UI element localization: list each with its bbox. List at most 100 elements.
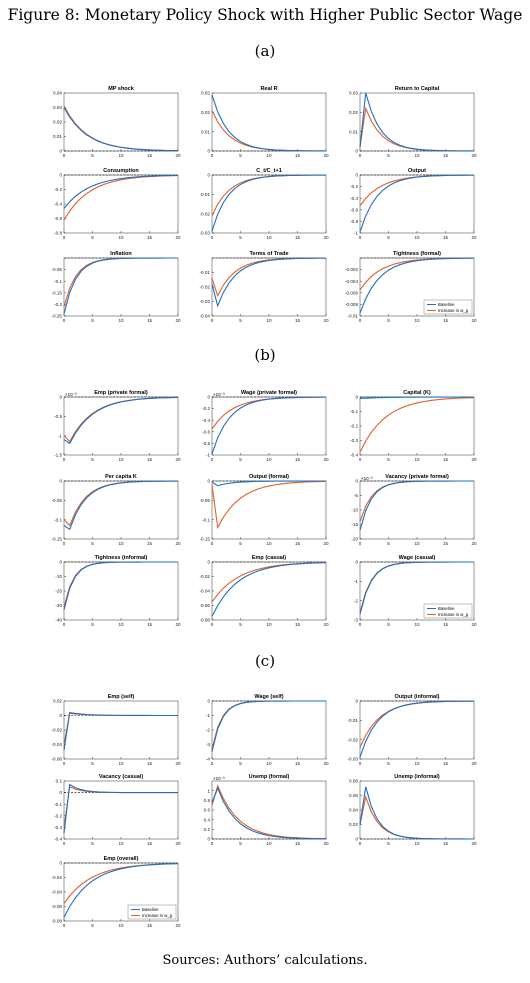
x-tick-label: 0 [211,622,214,627]
chart-emp-overall-: Emp (overall) -0.08 -0.06 -0.04 -0.02 0 0 5 10 15… [52,856,181,928]
x-tick-label: 20 [175,235,181,240]
x-tick-label: 5 [387,457,390,462]
chart-emp-casual-: Emp (casual) -0.08 -0.06 -0.04 -0.02 0 0 5 10 15 2… [200,555,329,627]
panel-label-b: (b) [254,346,276,364]
y-tick-label: 0 [355,560,358,565]
plot-frame [359,174,475,234]
y-tick-label: 0 [59,149,62,154]
chart-title: Per capita K [105,474,137,480]
x-tick-label: 20 [175,318,181,323]
x-tick-label: 5 [91,841,94,846]
y-tick-label: -0.002 [345,267,358,272]
chart-vacancy-casual-: Vacancy (casual) -0.4 -0.3 -0.2 -0.1 0 0.1 0 5 10… [54,774,181,846]
chart-emp-private-formal-: Emp (private formal) ×10⁻³ -1.5 -1 -0.5 0 0 5 10… [54,390,181,462]
y-tick-label: -20 [351,537,358,542]
x-tick-label: 10 [266,318,272,323]
y-tick-label: -1 [354,231,359,236]
plot-frame [63,700,179,760]
plot-frame [211,174,327,234]
x-tick-label: 15 [147,235,153,240]
y-tick-label: -0.04 [52,890,63,895]
chart-capital-k-: Capital (K) -0.4 -0.3 -0.2 -0.1 0 0 5 10 15 20 [350,390,477,462]
x-tick-label: 15 [443,841,449,846]
x-tick-label: 5 [239,153,242,158]
axis-exponent-label: ×10⁻³ [65,392,77,397]
x-tick-label: 15 [295,457,301,462]
y-tick-label: 0 [207,149,210,154]
x-tick-label: 15 [147,622,153,627]
x-tick-label: 15 [147,841,153,846]
x-tick-label: 20 [323,761,329,766]
y-tick-label: -0.3 [350,438,358,443]
y-tick-label: 0 [207,560,210,565]
chart-title: Emp (overall) [104,856,139,862]
chart-title: Consumption [103,168,139,174]
x-tick-label: 0 [63,841,66,846]
y-tick-label: -0.2 [350,424,358,429]
x-tick-label: 5 [239,318,242,323]
y-tick-label: 0 [59,713,62,718]
y-tick-label: 0 [355,149,358,154]
chart-output-formal-: Output (formal) -0.15 -0.1 -0.05 0 0 5 10 15 20 [200,474,329,546]
x-tick-label: 20 [471,541,477,546]
x-tick-label: 10 [414,761,420,766]
y-tick-label: 0 [59,560,62,565]
series-increase [359,700,475,748]
y-tick-label: 1 [207,788,210,793]
y-tick-label: -0.15 [52,290,63,295]
x-tick-label: 0 [63,318,66,323]
x-tick-label: 0 [211,457,214,462]
y-tick-label: -0.05 [52,267,63,272]
plot-frame [211,561,327,621]
chart-title: Wage (private formal) [241,390,297,396]
y-tick-label: 0 [207,395,210,400]
x-tick-label: 20 [471,318,477,323]
x-tick-label: 20 [323,841,329,846]
series-increase [63,863,179,904]
x-tick-label: 0 [359,622,362,627]
y-tick-label: -0.02 [52,875,63,880]
chart-title: Unemp (formal) [249,774,290,780]
y-tick-label: -40 [55,618,62,623]
series-increase [359,257,475,291]
chart-consumption: Consumption -0.8 -0.6 -0.4 -0.2 0 0 5 10 15 20 [54,168,181,240]
series-baseline [63,863,179,918]
y-tick-label: -0.01 [348,718,359,723]
x-tick-label: 5 [91,761,94,766]
y-tick-label: -1 [354,579,359,584]
x-tick-label: 5 [91,318,94,323]
series-baseline [211,94,327,152]
series-baseline [359,396,474,399]
y-tick-label: -5 [354,493,359,498]
plot-frame [211,780,327,840]
y-tick-label: 0 [355,699,358,704]
y-tick-label: -0.05 [52,498,63,503]
y-tick-label: -0.04 [200,314,211,319]
axis-exponent-label: ×10⁻³ [213,776,225,781]
x-tick-label: 10 [414,841,420,846]
y-tick-label: 0 [355,837,358,842]
chart-per-capita-k: Per capita K -0.15 -0.1 -0.05 0 0 5 10 15 20 [52,474,181,546]
y-tick-label: -0.2 [202,406,210,411]
series-baseline [211,174,327,232]
y-tick-label: -0.2 [350,184,358,189]
x-tick-label: 10 [266,457,272,462]
series-increase [63,105,179,152]
chart-mp-shock: MP shock 0 0.01 0.02 0.03 0.04 0 5 10 15 20 [53,86,181,158]
legend-label-increase: Increase in w_g [438,612,469,617]
x-tick-label: 20 [175,761,181,766]
x-tick-label: 0 [211,235,214,240]
chart-title: Real R [260,86,277,92]
x-tick-label: 0 [359,153,362,158]
series-increase [359,397,475,453]
series-baseline [211,257,327,308]
chart-title: Emp (self) [108,694,135,700]
chart-title: Vacancy (casual) [99,774,144,780]
series-increase [63,480,179,527]
y-tick-label: 0.02 [201,110,210,115]
plot-frame [63,174,179,234]
x-tick-label: 0 [211,761,214,766]
plot-frame [359,480,475,540]
x-tick-label: 0 [63,541,66,546]
chart-output: Output -1 -0.8 -0.6 -0.4 -0.2 0 0 5 10 15 20 [350,168,477,240]
